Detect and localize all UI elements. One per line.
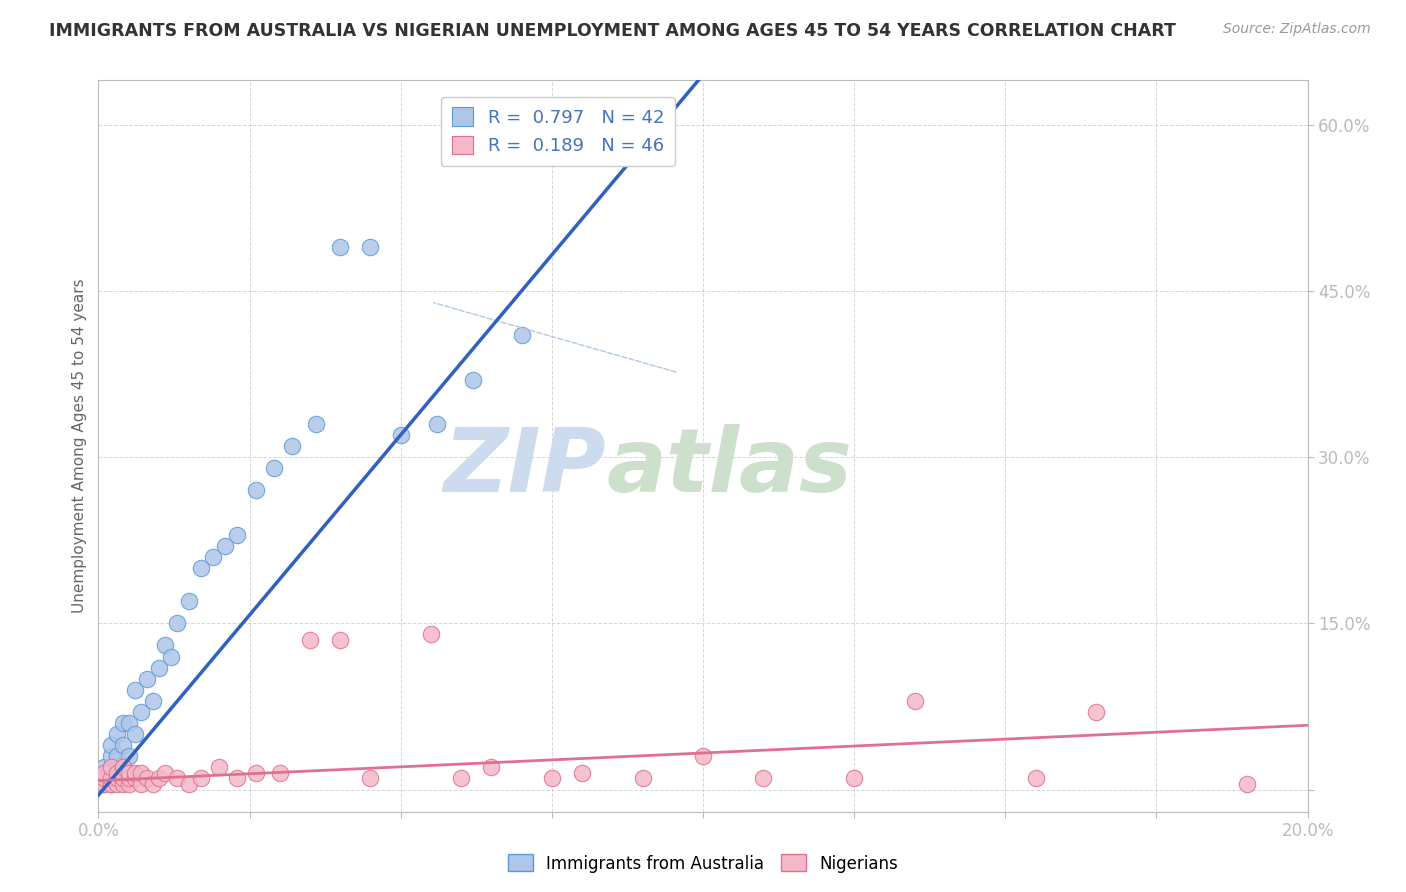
Point bbox=[135, 772, 157, 786]
Point bbox=[360, 239, 382, 253]
Point bbox=[105, 760, 128, 774]
Point bbox=[148, 660, 170, 674]
Point bbox=[111, 760, 134, 774]
Point bbox=[100, 772, 122, 786]
Legend: Immigrants from Australia, Nigerians: Immigrants from Australia, Nigerians bbox=[502, 847, 904, 880]
Text: Source: ZipAtlas.com: Source: ZipAtlas.com bbox=[1223, 22, 1371, 37]
Point bbox=[179, 777, 201, 791]
Legend: R =  0.797   N = 42, R =  0.189   N = 46: R = 0.797 N = 42, R = 0.189 N = 46 bbox=[440, 96, 675, 166]
Point bbox=[389, 428, 412, 442]
Point bbox=[1024, 772, 1046, 786]
Text: ZIP: ZIP bbox=[443, 425, 606, 511]
Point bbox=[510, 328, 533, 343]
Point bbox=[100, 749, 122, 764]
Point bbox=[153, 639, 176, 653]
Point bbox=[105, 727, 128, 741]
Point bbox=[752, 772, 775, 786]
Point bbox=[93, 760, 115, 774]
Point bbox=[692, 749, 714, 764]
Point bbox=[111, 777, 134, 791]
Point bbox=[226, 527, 249, 541]
Point bbox=[148, 772, 170, 786]
Point bbox=[93, 766, 115, 780]
Point bbox=[214, 539, 236, 553]
Point bbox=[105, 777, 128, 791]
Point bbox=[190, 772, 212, 786]
Point bbox=[166, 772, 188, 786]
Point bbox=[118, 777, 141, 791]
Point bbox=[299, 632, 322, 647]
Point bbox=[281, 439, 304, 453]
Point bbox=[124, 772, 146, 786]
Point bbox=[420, 627, 443, 641]
Point bbox=[245, 766, 267, 780]
Point bbox=[100, 738, 122, 752]
Point bbox=[105, 749, 128, 764]
Point bbox=[111, 772, 134, 786]
Point bbox=[245, 483, 267, 498]
Point bbox=[305, 417, 328, 431]
Point bbox=[179, 594, 201, 608]
Point bbox=[100, 760, 122, 774]
Point bbox=[329, 632, 352, 647]
Point bbox=[142, 694, 165, 708]
Point bbox=[118, 716, 141, 731]
Point bbox=[93, 777, 115, 791]
Point bbox=[190, 561, 212, 575]
Point bbox=[571, 766, 593, 780]
Point bbox=[208, 760, 231, 774]
Point bbox=[124, 727, 146, 741]
Point bbox=[540, 772, 562, 786]
Point bbox=[481, 760, 503, 774]
Point bbox=[269, 766, 291, 780]
Point bbox=[1085, 705, 1108, 719]
Point bbox=[93, 766, 115, 780]
Point bbox=[142, 777, 165, 791]
Point bbox=[93, 777, 115, 791]
Point bbox=[904, 694, 927, 708]
Point bbox=[166, 616, 188, 631]
Point bbox=[100, 760, 122, 774]
Text: atlas: atlas bbox=[606, 425, 852, 511]
Point bbox=[631, 772, 654, 786]
Point bbox=[100, 772, 122, 786]
Point bbox=[105, 766, 128, 780]
Text: IMMIGRANTS FROM AUSTRALIA VS NIGERIAN UNEMPLOYMENT AMONG AGES 45 TO 54 YEARS COR: IMMIGRANTS FROM AUSTRALIA VS NIGERIAN UN… bbox=[49, 22, 1175, 40]
Point bbox=[426, 417, 449, 431]
Point bbox=[226, 772, 249, 786]
Point bbox=[263, 461, 285, 475]
Point bbox=[111, 760, 134, 774]
Point bbox=[111, 738, 134, 752]
Y-axis label: Unemployment Among Ages 45 to 54 years: Unemployment Among Ages 45 to 54 years bbox=[72, 278, 87, 614]
Point bbox=[135, 672, 157, 686]
Point bbox=[160, 649, 183, 664]
Point bbox=[129, 777, 152, 791]
Point bbox=[93, 772, 115, 786]
Point bbox=[360, 772, 382, 786]
Point bbox=[118, 766, 141, 780]
Point bbox=[1236, 777, 1258, 791]
Point bbox=[129, 705, 152, 719]
Point bbox=[844, 772, 866, 786]
Point bbox=[153, 766, 176, 780]
Point bbox=[93, 772, 115, 786]
Point bbox=[202, 549, 225, 564]
Point bbox=[463, 372, 485, 386]
Point bbox=[329, 239, 352, 253]
Point bbox=[105, 772, 128, 786]
Point bbox=[118, 772, 141, 786]
Point bbox=[100, 777, 122, 791]
Point bbox=[111, 716, 134, 731]
Point bbox=[105, 772, 128, 786]
Point bbox=[129, 766, 152, 780]
Point bbox=[100, 777, 122, 791]
Point bbox=[124, 766, 146, 780]
Point bbox=[450, 772, 472, 786]
Point bbox=[118, 749, 141, 764]
Point bbox=[124, 682, 146, 697]
